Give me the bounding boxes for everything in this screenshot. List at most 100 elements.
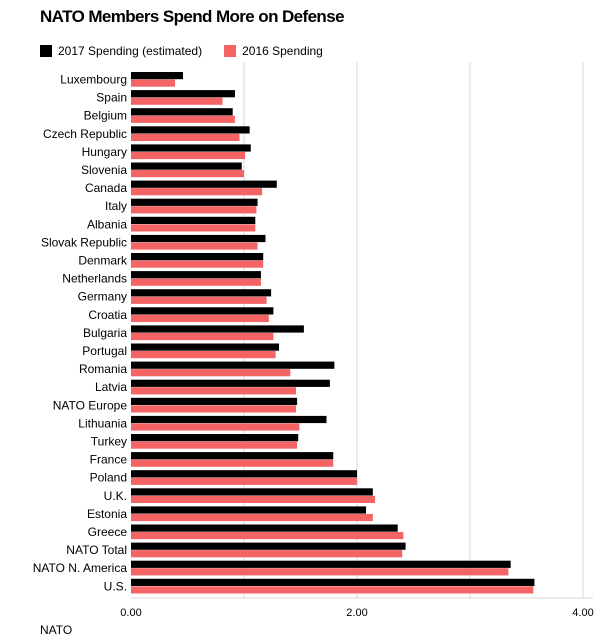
bar-2016 xyxy=(131,97,223,105)
bar-2017 xyxy=(131,144,251,152)
bar-2017 xyxy=(131,361,335,369)
bar-2016 xyxy=(131,188,263,196)
bar-2016 xyxy=(131,369,291,377)
category-label: NATO N. America xyxy=(33,561,128,575)
bar-2016 xyxy=(131,151,246,160)
bar-2017 xyxy=(131,343,280,351)
bar-2017 xyxy=(131,108,233,116)
bar-2016 xyxy=(131,495,376,503)
bar-2016 xyxy=(131,170,244,178)
bar-2017 xyxy=(131,126,250,134)
legend-item-2017: 2017 Spending (estimated) xyxy=(40,44,202,58)
bar-2016 xyxy=(131,441,298,449)
bar-2017 xyxy=(131,506,367,514)
bar-2017 xyxy=(131,542,406,550)
category-label: Netherlands xyxy=(62,272,127,286)
bar-2016 xyxy=(131,387,296,395)
category-label: France xyxy=(90,453,128,467)
bar-2016 xyxy=(131,242,258,250)
bar-2016 xyxy=(131,278,261,286)
bar-2017 xyxy=(131,289,272,297)
bar-2017 xyxy=(131,560,511,568)
bar-2017 xyxy=(131,379,330,387)
category-label: Spain xyxy=(96,91,127,105)
bar-2017 xyxy=(131,488,373,496)
bar-2017 xyxy=(131,307,274,315)
x-tick-label: 2.00 xyxy=(346,607,367,619)
category-label: Hungary xyxy=(82,145,127,159)
legend-label-2017: 2017 Spending (estimated) xyxy=(58,44,203,58)
bar-2017 xyxy=(131,90,235,98)
bar-2016 xyxy=(131,133,240,141)
legend-swatch-2017 xyxy=(40,45,52,57)
category-label: Canada xyxy=(85,181,127,195)
bar-2017 xyxy=(131,470,357,478)
bar-2016 xyxy=(131,513,373,522)
category-label: Belgium xyxy=(84,109,127,123)
category-label: Slovak Republic xyxy=(41,235,127,249)
bar-2016 xyxy=(131,586,534,594)
category-label: Germany xyxy=(78,290,127,304)
bar-2016 xyxy=(131,332,274,341)
bar-2016 xyxy=(131,550,403,558)
bar-2017 xyxy=(131,578,535,586)
bar-2016 xyxy=(131,405,296,413)
chart-title: NATO Members Spend More on Defense xyxy=(40,7,345,26)
category-label: Latvia xyxy=(95,380,127,394)
category-label: U.S. xyxy=(104,579,127,593)
bar-2017 xyxy=(131,216,256,224)
x-tick-label: 4.00 xyxy=(572,607,593,619)
bar-2016 xyxy=(131,260,264,268)
bar-2017 xyxy=(131,234,266,243)
category-label: Estonia xyxy=(87,507,127,521)
bar-2016 xyxy=(131,477,357,485)
category-label: Greece xyxy=(88,525,128,539)
category-label: NATO Total xyxy=(66,543,127,557)
source-note: NATO xyxy=(40,623,73,637)
category-label: Denmark xyxy=(78,254,128,268)
legend-swatch-2016 xyxy=(224,45,237,57)
category-label: Croatia xyxy=(88,308,127,322)
bar-2016 xyxy=(131,206,257,214)
legend-label-2016: 2016 Spending xyxy=(242,44,323,58)
bar-2017 xyxy=(131,162,242,170)
bar-2016 xyxy=(131,459,334,467)
category-label: Italy xyxy=(105,199,127,213)
bar-2017 xyxy=(131,72,183,80)
category-label: U.K. xyxy=(104,489,127,503)
bar-2017 xyxy=(131,434,299,442)
bar-2017 xyxy=(131,198,258,206)
bar-2016 xyxy=(131,351,276,359)
category-label: Luxembourg xyxy=(60,73,127,87)
category-label: Poland xyxy=(90,471,127,485)
bar-2017 xyxy=(131,524,398,532)
category-label: Czech Republic xyxy=(43,127,127,141)
bar-2016 xyxy=(131,423,300,431)
bar-2017 xyxy=(131,397,298,405)
bar-2017 xyxy=(131,253,264,261)
category-label: Slovenia xyxy=(81,163,127,177)
legend: 2017 Spending (estimated) 2016 Spending xyxy=(40,44,345,58)
x-tick-label: 0.00 xyxy=(120,607,141,619)
bar-2016 xyxy=(131,79,176,87)
bar-2016 xyxy=(131,568,509,576)
bar-2016 xyxy=(131,296,267,304)
bar-2016 xyxy=(131,532,404,540)
bar-2017 xyxy=(131,415,327,424)
category-label: Lithuania xyxy=(78,416,127,430)
bar-2017 xyxy=(131,325,304,333)
bar-2017 xyxy=(131,271,261,279)
bar-2016 xyxy=(131,224,256,232)
bar-2017 xyxy=(131,452,334,460)
bar-2016 xyxy=(131,314,269,322)
category-label: Portugal xyxy=(82,344,127,358)
category-label: Albania xyxy=(87,217,127,231)
category-label: Bulgaria xyxy=(83,326,127,340)
legend-item-2016: 2016 Spending xyxy=(224,44,323,58)
category-label: Romania xyxy=(79,362,127,376)
bar-2016 xyxy=(131,115,235,123)
category-label: Turkey xyxy=(91,435,127,449)
bar-2017 xyxy=(131,180,277,188)
category-label: NATO Europe xyxy=(53,398,128,412)
